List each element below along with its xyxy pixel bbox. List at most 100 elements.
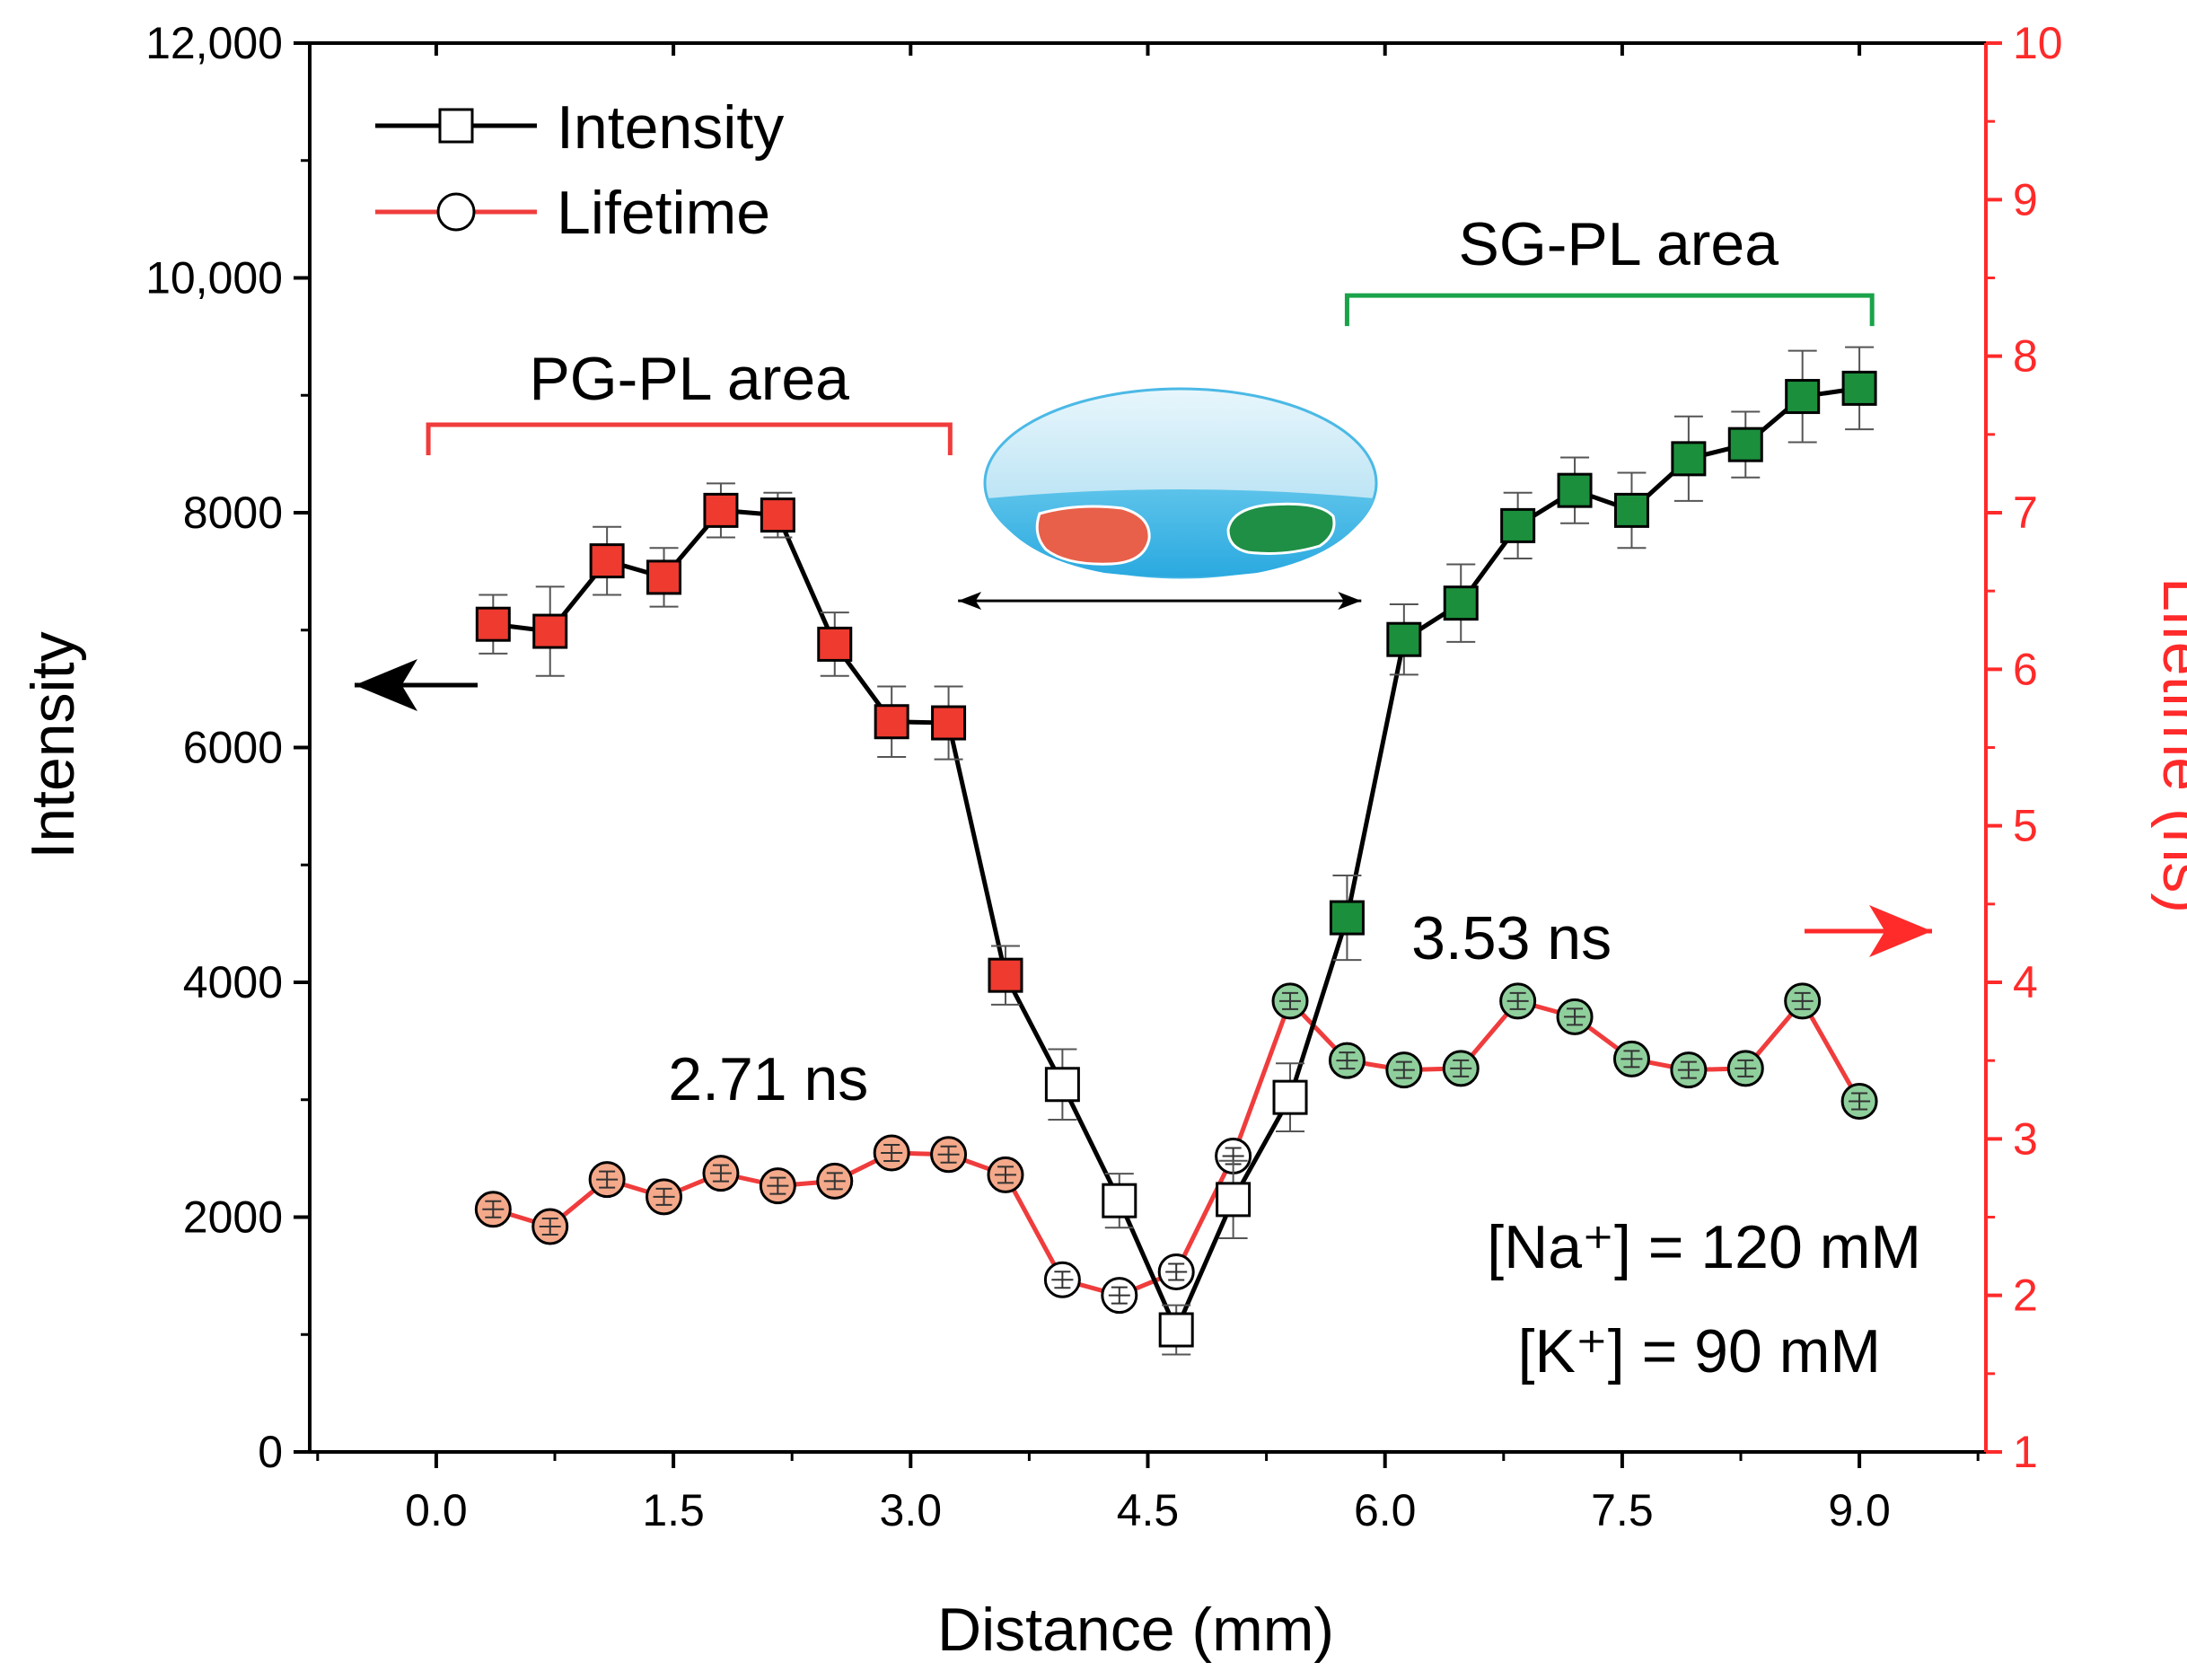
intensity-marker — [1272, 1079, 1308, 1115]
intensity-marker — [817, 626, 853, 662]
intensity-marker — [1727, 427, 1763, 462]
lifetime-point — [1499, 982, 1537, 1020]
y-right-tick-label: 1 — [2013, 1427, 2038, 1477]
legend-label-intensity: Intensity — [557, 93, 784, 162]
intensity-marker — [532, 613, 568, 649]
intensity-marker — [1044, 1067, 1080, 1103]
intensity-point — [1102, 1173, 1137, 1229]
y-left-tick-label: 12,000 — [145, 18, 283, 68]
pg-lifetime-label: 2.71 ns — [668, 1045, 868, 1113]
sg-lifetime-label: 3.53 ns — [1411, 904, 1612, 972]
intensity-point — [1785, 349, 1821, 444]
lifetime-point — [1271, 982, 1309, 1020]
y-left-tick-label: 4000 — [183, 957, 283, 1007]
intensity-point — [1216, 1159, 1252, 1240]
x-tick-label: 1.5 — [642, 1485, 705, 1535]
intensity-point — [532, 585, 568, 677]
x-tick-label: 6.0 — [1354, 1485, 1417, 1535]
pg-spot — [1035, 505, 1151, 566]
lifetime-point — [646, 1178, 683, 1216]
intensity-marker — [1613, 492, 1649, 528]
droplet-illustration — [983, 387, 1378, 579]
intensity-marker — [1216, 1182, 1252, 1218]
x-tick-label: 0.0 — [405, 1485, 468, 1535]
intensity-point — [1386, 603, 1422, 676]
intensity-point — [703, 482, 739, 539]
intensity-marker — [874, 704, 909, 740]
lifetime-point — [873, 1134, 910, 1172]
lifetime-point — [1328, 1042, 1366, 1079]
pg-area-label: PG-PL area — [529, 345, 849, 413]
intensity-marker — [646, 559, 682, 595]
intensity-point — [1557, 456, 1593, 524]
lifetime-point — [1784, 982, 1822, 1020]
y-right-tick-label: 5 — [2013, 801, 2038, 851]
intensity-point — [1443, 563, 1479, 643]
sg-area-bracket — [1344, 293, 1875, 327]
x-tick-label: 7.5 — [1591, 1485, 1654, 1535]
pg-area-bracket — [426, 422, 953, 455]
intensity-point — [817, 611, 853, 677]
intensity-point — [1841, 346, 1877, 431]
legend-marker-intensity — [438, 108, 474, 144]
k-concentration: [K⁺] = 90 mM — [1518, 1317, 1881, 1385]
x-tick-label: 4.5 — [1117, 1485, 1180, 1535]
intensity-marker — [1557, 472, 1593, 508]
intensity-marker — [1500, 507, 1536, 543]
intensity-marker — [589, 543, 625, 579]
y-right-tick-label: 10 — [2013, 18, 2063, 68]
intensity-marker — [988, 957, 1023, 993]
lifetime-point — [930, 1136, 968, 1174]
annotations — [355, 293, 1932, 957]
intensity-point — [475, 594, 511, 655]
intensity-marker — [1443, 585, 1479, 621]
intensity-point — [1044, 1048, 1080, 1121]
legend-marker-lifetime — [436, 192, 476, 232]
intensity-point — [988, 945, 1023, 1006]
axis-ticks: 0.0 1.5 3.0 4.5 6.0 7.5 9.0 0 2000 4000 6000 8000 10… — [145, 18, 2063, 1535]
intensity-point — [589, 525, 625, 596]
intensity-marker — [1386, 621, 1422, 657]
intensity-marker — [1785, 379, 1821, 415]
intensity-point — [1727, 410, 1763, 479]
lifetime-point — [474, 1191, 512, 1228]
y-right-tick-label: 9 — [2013, 174, 2038, 224]
sg-spot — [1226, 502, 1336, 555]
y-right-tick-label: 7 — [2013, 488, 2038, 538]
y-left-tick-label: 0 — [258, 1427, 283, 1477]
y-left-tick-label: 10,000 — [145, 253, 283, 303]
y-right-tick-label: 6 — [2013, 644, 2038, 694]
lifetime-point — [531, 1208, 569, 1245]
lifetime-point — [1726, 1050, 1764, 1087]
intensity-point — [1158, 1304, 1194, 1356]
lifetime-point — [1840, 1082, 1878, 1120]
y-right-axis-title: Lifetime (ns) — [2150, 577, 2187, 913]
lifetime-point — [1670, 1051, 1708, 1089]
intensity-point — [1613, 471, 1649, 550]
lifetime-point — [1556, 998, 1594, 1035]
y-left-tick-label: 2000 — [183, 1192, 283, 1243]
intensity-marker — [1158, 1312, 1194, 1348]
legend-label-lifetime: Lifetime — [557, 179, 770, 247]
legend — [375, 108, 537, 232]
series — [474, 346, 1878, 1356]
lifetime-point — [1442, 1050, 1480, 1087]
y-right-tick-label: 8 — [2013, 331, 2038, 382]
intensity-point — [1272, 1062, 1308, 1133]
na-concentration: [Na⁺] = 120 mM — [1487, 1213, 1921, 1281]
intensity-marker — [703, 492, 739, 528]
lifetime-point — [702, 1155, 740, 1192]
intensity-point — [1329, 875, 1365, 962]
lifetime-point — [588, 1161, 626, 1199]
intensity-marker — [1841, 370, 1877, 406]
x-tick-label: 3.0 — [880, 1485, 943, 1535]
intensity-marker — [475, 606, 511, 642]
intensity-marker — [1329, 900, 1365, 936]
intensity-point — [1671, 415, 1707, 502]
lifetime-point — [987, 1156, 1024, 1193]
intensity-point — [760, 491, 795, 539]
y-right-tick-label: 3 — [2013, 1113, 2038, 1164]
intensity-marker — [931, 705, 967, 741]
intensity-point — [874, 685, 909, 758]
